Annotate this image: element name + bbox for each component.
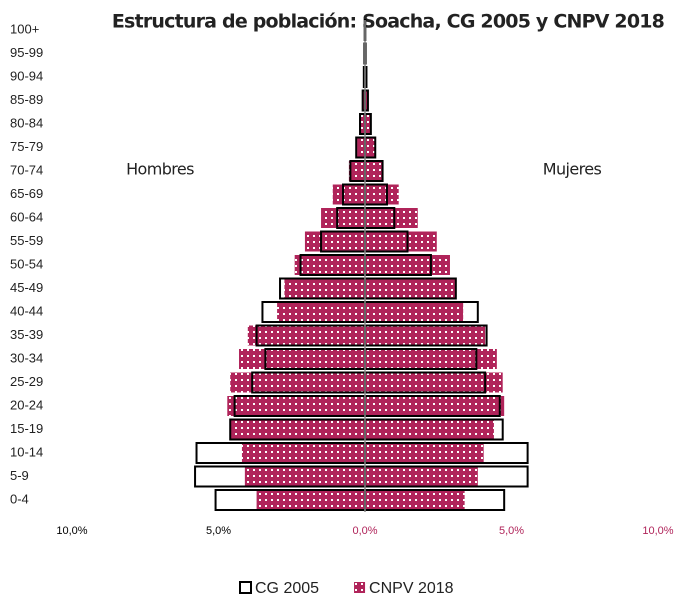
y-tick-label: 20-24 xyxy=(10,397,43,412)
bar xyxy=(365,255,450,275)
x-tick-label: 5,0% xyxy=(499,525,524,537)
bar xyxy=(230,419,365,440)
y-tick-label: 40-44 xyxy=(10,303,43,318)
left-label: Hombres xyxy=(126,160,194,179)
bar xyxy=(365,490,465,510)
bar xyxy=(365,114,372,134)
bar xyxy=(348,161,365,181)
bar xyxy=(321,208,365,228)
bar xyxy=(284,278,365,299)
bar xyxy=(365,349,497,369)
right-label: Mujeres xyxy=(543,160,602,179)
bar xyxy=(365,302,464,322)
legend-swatch xyxy=(239,581,252,594)
y-tick-label: 25-29 xyxy=(10,374,43,389)
bar xyxy=(362,90,365,111)
bar xyxy=(365,184,399,205)
bar xyxy=(357,137,365,158)
bar xyxy=(365,90,369,111)
y-tick-label: 15-19 xyxy=(10,421,43,436)
y-tick-label: 85-89 xyxy=(10,92,43,107)
bar xyxy=(365,278,456,299)
y-tick-label: 30-34 xyxy=(10,350,43,365)
bar xyxy=(365,231,437,252)
legend-label: CG 2005 xyxy=(255,580,319,597)
bar xyxy=(365,419,494,440)
y-tick-label: 50-54 xyxy=(10,256,43,271)
y-tick-label: 55-59 xyxy=(10,233,43,248)
bar xyxy=(365,443,484,463)
y-tick-label: 100+ xyxy=(10,21,39,36)
x-tick-label: 0,0% xyxy=(352,525,377,537)
bar xyxy=(230,372,365,393)
legend-swatch xyxy=(354,582,366,593)
chart-title: Estructura de población: Soacha, CG 2005… xyxy=(112,11,665,33)
y-tick-label: 70-74 xyxy=(10,162,43,177)
y-tick-label: 95-99 xyxy=(10,45,43,60)
bar xyxy=(365,137,376,158)
y-tick-label: 75-79 xyxy=(10,139,43,154)
x-tick-label: 10,0% xyxy=(56,525,87,537)
bar xyxy=(365,372,503,393)
bar xyxy=(244,466,365,487)
y-tick-label: 5-9 xyxy=(10,468,29,483)
y-tick-label: 10-14 xyxy=(10,444,43,459)
y-tick-label: 0-4 xyxy=(10,491,29,506)
bar xyxy=(247,325,365,346)
y-tick-label: 65-69 xyxy=(10,186,43,201)
y-tick-label: 45-49 xyxy=(10,280,43,295)
bar xyxy=(227,396,365,416)
y-tick-label: 35-39 xyxy=(10,327,43,342)
bar xyxy=(365,466,478,487)
bar xyxy=(365,161,383,181)
y-tick-label: 90-94 xyxy=(10,68,43,83)
y-tick-label: 60-64 xyxy=(10,209,43,224)
x-tick-label: 10,0% xyxy=(642,525,673,537)
legend-label: CNPV 2018 xyxy=(369,580,454,597)
bar xyxy=(365,396,505,416)
bar xyxy=(256,490,365,510)
y-tick-label: 80-84 xyxy=(10,115,43,130)
bar xyxy=(241,443,365,463)
bar xyxy=(304,231,365,252)
bar xyxy=(239,349,365,369)
bar xyxy=(294,255,365,275)
bar xyxy=(365,325,486,346)
bar xyxy=(277,302,365,322)
bar xyxy=(365,208,418,228)
bar xyxy=(332,184,365,205)
bar xyxy=(360,114,365,134)
x-tick-label: 5,0% xyxy=(206,525,231,537)
